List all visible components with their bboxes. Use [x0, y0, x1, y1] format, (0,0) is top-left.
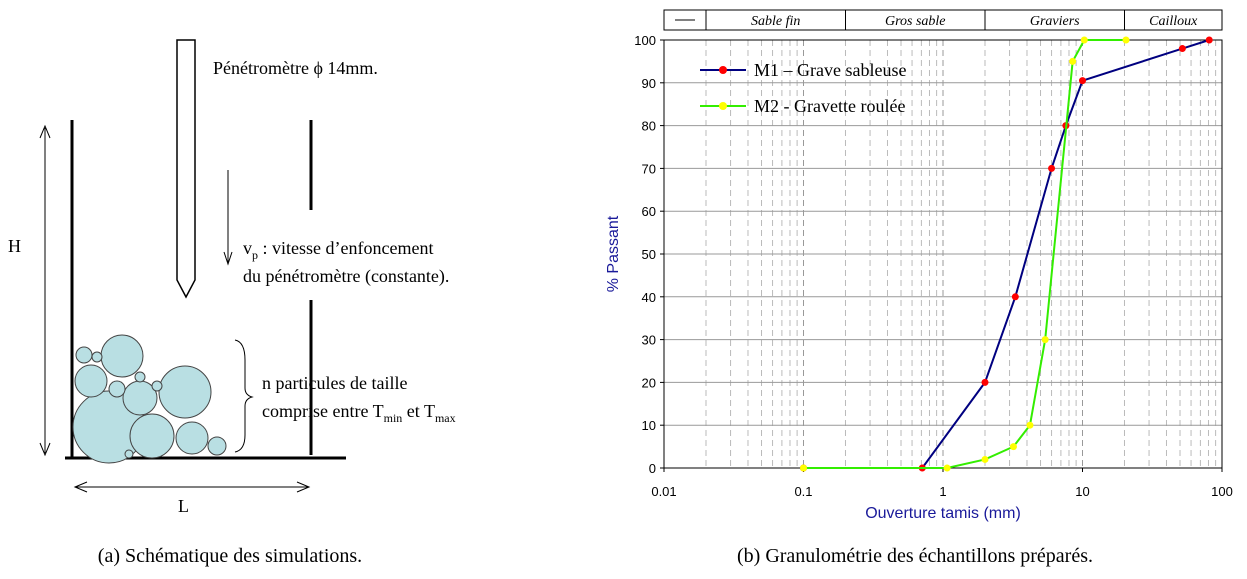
arrow-head — [223, 251, 233, 266]
particle — [158, 365, 212, 419]
penetrometer — [176, 39, 196, 299]
label: L — [178, 496, 189, 516]
point — [1122, 36, 1130, 44]
y-tick-label: 80 — [642, 119, 656, 134]
particle — [108, 380, 126, 398]
arrow-heads — [73, 481, 311, 493]
x-tick-label: 0.1 — [794, 484, 812, 499]
point — [1041, 336, 1049, 344]
x-tick-label: 10 — [1075, 484, 1089, 499]
x-tick-label: 1 — [939, 484, 946, 499]
point — [1026, 421, 1034, 429]
class-label: Graviers — [1030, 14, 1080, 29]
y-tick-label: 90 — [642, 76, 656, 91]
class-label: Sable fin — [751, 14, 800, 29]
text: comprise entre T — [262, 401, 384, 421]
caption: (b) Granulométrie des échantillons prépa… — [737, 545, 1093, 567]
particle — [75, 346, 93, 364]
y-tick-label: 100 — [634, 33, 656, 48]
class-label: Cailloux — [1149, 14, 1198, 29]
particle — [151, 380, 163, 392]
text: : vitesse d’enfoncement — [258, 238, 433, 258]
y-tick-label: 10 — [642, 418, 656, 433]
particle — [129, 413, 175, 459]
subscript: min — [384, 411, 403, 425]
legend-label: M2 - Gravette roulée — [754, 96, 905, 116]
point — [800, 464, 807, 472]
point — [943, 464, 951, 472]
y-tick-label: 40 — [642, 290, 656, 305]
y-axis-label: % Passant — [605, 215, 622, 292]
y-tick-label: 60 — [642, 204, 656, 219]
label: vp : vitesse d’enfoncement — [243, 238, 433, 262]
legend-marker — [719, 102, 727, 110]
subscript: max — [435, 411, 456, 425]
point — [1205, 36, 1213, 44]
label: du pénétromètre (constante). — [243, 266, 449, 287]
y-tick-label: 50 — [642, 247, 656, 262]
point — [1069, 57, 1077, 65]
y-tick-label: 30 — [642, 333, 656, 348]
class-label: Gros sable — [885, 14, 946, 29]
subscript: p — [252, 248, 258, 262]
y-tick-label: 70 — [642, 161, 656, 176]
point — [1080, 36, 1088, 44]
legend-marker — [719, 66, 727, 74]
x-tick-label: 0.01 — [651, 484, 676, 499]
chart: 0 10 20 30 40 50 60 70 80 90 100 0.01 0.1 1 10 100 Sable… — [605, 9, 1233, 567]
particle — [100, 334, 144, 378]
y-tick-label: 20 — [642, 375, 656, 390]
caption: (a) Schématique des simulations. — [98, 545, 362, 567]
arrow-heads — [39, 124, 51, 457]
legend-label: M1 – Grave sableuse — [754, 60, 906, 80]
point — [1079, 77, 1086, 85]
label: n particules de taille — [262, 373, 407, 393]
y-tick-label: 0 — [649, 461, 656, 476]
schematic — [39, 39, 346, 493]
point — [1011, 293, 1019, 301]
point — [981, 455, 989, 463]
point — [1048, 164, 1056, 172]
symbol: v — [243, 238, 252, 258]
label: Pénétromètre ϕ 14mm. — [213, 58, 378, 78]
text: et T — [402, 401, 435, 421]
particle — [91, 351, 103, 363]
label: H — [8, 236, 21, 256]
point — [981, 378, 989, 386]
schematic-text: Pénétromètre ϕ 14mm. vp : vitesse d’enfo… — [8, 58, 456, 567]
point — [1178, 45, 1186, 53]
particle — [207, 436, 227, 456]
x-tick-label: 100 — [1211, 484, 1233, 499]
particle — [74, 364, 108, 398]
particle — [124, 449, 134, 459]
particles — [72, 334, 227, 464]
particle — [134, 371, 146, 383]
particle — [175, 421, 209, 455]
point — [1009, 443, 1017, 451]
brace — [234, 339, 254, 453]
x-axis-label: Ouverture tamis (mm) — [865, 505, 1021, 522]
label: comprise entre Tmin et Tmax — [262, 401, 456, 425]
